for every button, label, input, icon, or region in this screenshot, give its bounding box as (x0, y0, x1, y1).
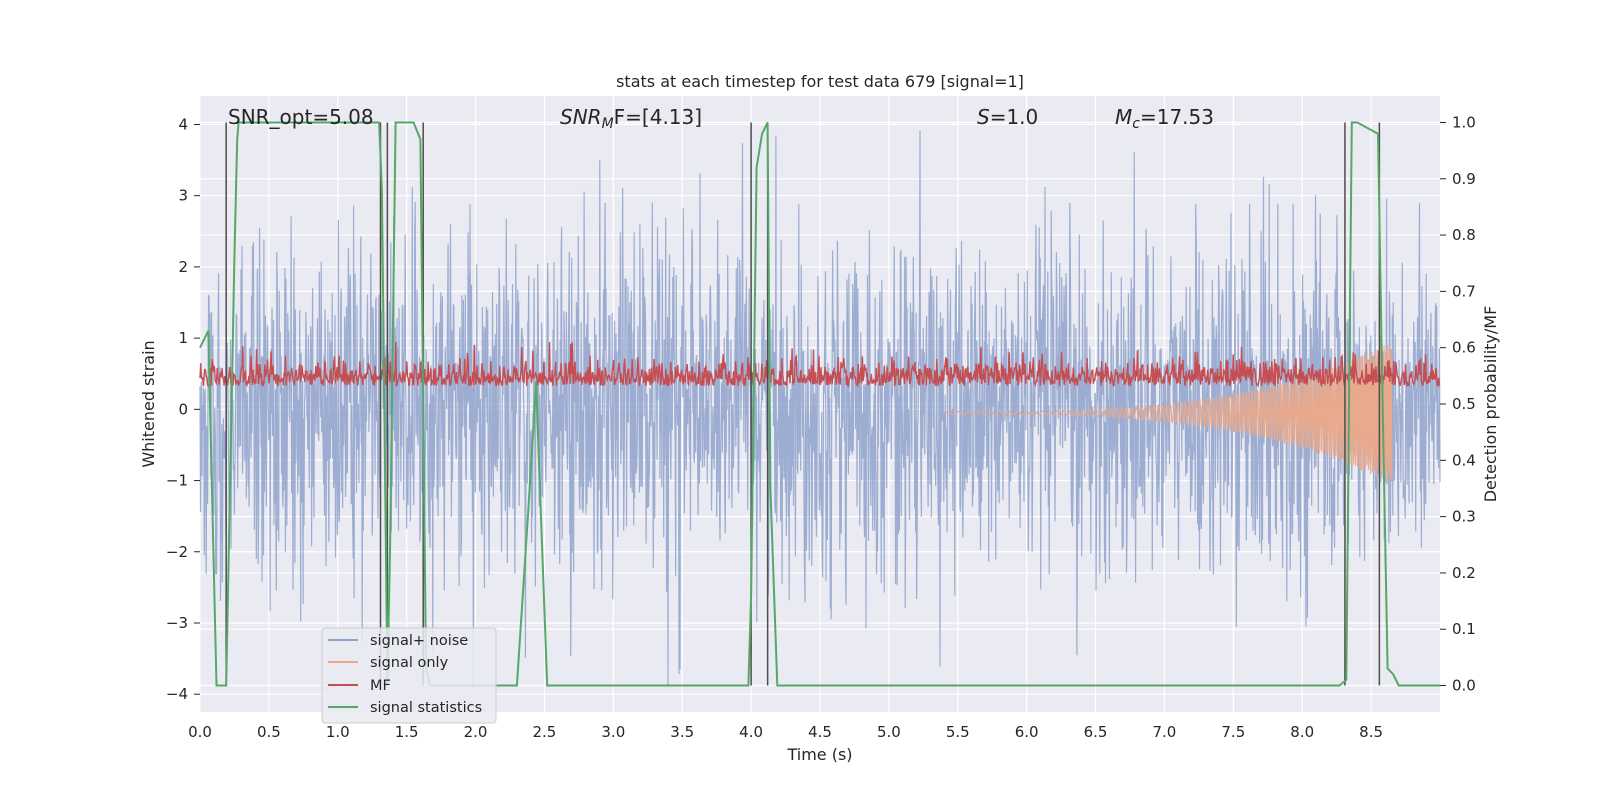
signal-statistics-line (199, 121, 1440, 687)
x-tick-label: 2.0 (464, 723, 488, 741)
y-left-tick-label: −2 (166, 543, 188, 561)
x-tick-label: 0.5 (257, 723, 281, 741)
legend-box (321, 627, 497, 724)
y-right-tick-label: 0.9 (1452, 170, 1476, 188)
y-left-tick-label: 2 (178, 258, 188, 276)
y-left-tick-labels: −4 −3 −2 −1 0 1 2 3 4 (166, 115, 200, 703)
x-tick-label: 5.5 (946, 723, 970, 741)
legend-label-signal-only: signal only (370, 655, 449, 671)
y-left-tick-label: −4 (166, 685, 188, 703)
x-tick-label: 3.5 (670, 723, 694, 741)
legend-label-signal-statistics: signal statistics (370, 700, 482, 716)
legend-label-mf: MF (370, 678, 391, 694)
y-left-tick-label: 0 (178, 400, 188, 418)
y-right-tick-label: 0.6 (1452, 339, 1476, 357)
x-tick-label: 4.5 (808, 723, 832, 741)
annotation-snr-mf: SNRMF=[4.13] (560, 105, 702, 132)
x-tick-label: 2.5 (533, 723, 557, 741)
y-right-tick-label: 0.7 (1452, 282, 1476, 300)
y-right-tick-label: 0.1 (1452, 620, 1476, 638)
annotation-snr-opt: SNR_opt=5.08 (228, 105, 374, 129)
x-tick-label: 5.0 (877, 723, 901, 741)
x-tick-label: 1.0 (326, 723, 350, 741)
x-tick-label: 8.5 (1359, 723, 1383, 741)
x-tick-label: 4.0 (739, 723, 763, 741)
y-right-tick-label: 0.5 (1452, 395, 1476, 413)
series-signal-noise (199, 130, 1441, 688)
series-signal-only (943, 344, 1393, 484)
y-left-tick-label: 3 (178, 187, 188, 205)
x-axis-label: Time (s) (786, 745, 852, 764)
y-left-tick-label: −1 (166, 472, 188, 490)
y-left-tick-label: 1 (178, 329, 188, 347)
signal-only-line (943, 344, 1393, 484)
annotation-s: S=1.0 (977, 105, 1038, 129)
signal-noise-line (199, 130, 1441, 688)
y-right-tick-label: 0.3 (1452, 508, 1476, 526)
x-tick-label: 6.0 (1015, 723, 1039, 741)
y-right-tick-label: 0.8 (1452, 226, 1476, 244)
y-right-tick-label: 0.4 (1452, 451, 1476, 469)
y-right-tick-label: 0.2 (1452, 564, 1476, 582)
y-right-tick-labels: 0.0 0.1 0.2 0.3 0.4 0.5 0.6 0.7 0.8 0.9 1.0 (1440, 113, 1476, 695)
annotation-mc: Mc=17.53 (1115, 105, 1214, 132)
y-axis-label-left: Whitened strain (139, 340, 158, 467)
x-tick-label: 6.5 (1084, 723, 1108, 741)
mf-line (199, 342, 1441, 389)
x-tick-label: 0.0 (188, 723, 212, 741)
y-right-tick-label: 0.0 (1452, 677, 1476, 695)
series-mf (199, 342, 1441, 389)
legend: signal+ noise signal only MF signal stat… (321, 627, 497, 724)
y-left-tick-label: −3 (166, 614, 188, 632)
x-tick-label: 8.0 (1290, 723, 1314, 741)
legend-label-signal-noise: signal+ noise (370, 633, 468, 649)
y-axis-label-right: Detection probability/MF (1481, 306, 1500, 503)
x-tick-label: 7.5 (1221, 723, 1245, 741)
x-tick-label: 1.5 (395, 723, 419, 741)
y-right-tick-label: 1.0 (1452, 113, 1476, 131)
x-tick-labels: 0.0 0.5 1.0 1.5 2.0 2.5 3.0 3.5 4.0 4.5 5.0 5.5 6.0 6… (188, 723, 1383, 741)
chart-title: stats at each timestep for test data 679… (616, 72, 1024, 91)
x-tick-label: 3.0 (601, 723, 625, 741)
x-tick-label: 7.0 (1153, 723, 1177, 741)
series-signal-statistics (199, 121, 1440, 687)
y-left-tick-label: 4 (178, 115, 188, 133)
